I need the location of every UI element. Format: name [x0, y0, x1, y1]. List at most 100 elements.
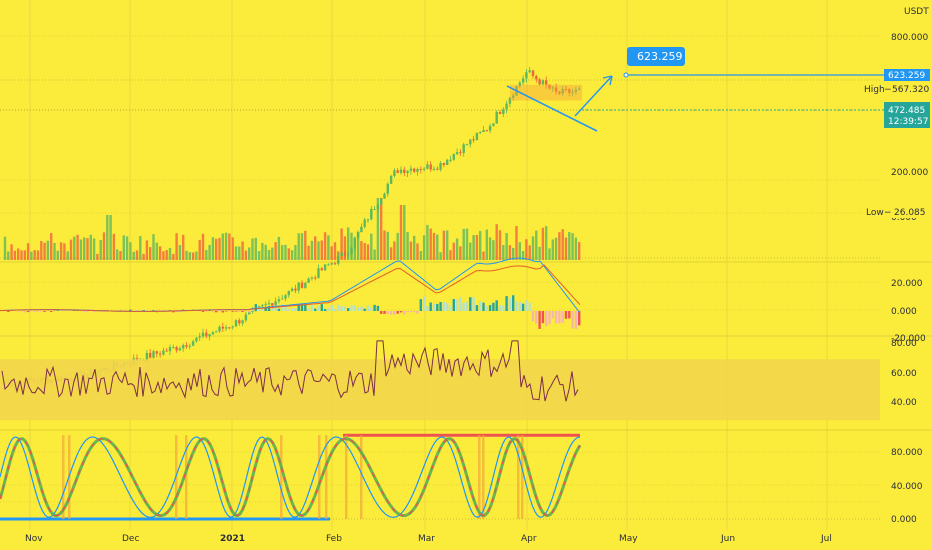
- volume-bar: [215, 238, 218, 260]
- macd-histogram-bar: [551, 311, 554, 319]
- volume-bar: [116, 249, 119, 260]
- macd-histogram-bar: [482, 302, 485, 311]
- volume-bar: [366, 244, 370, 260]
- volume-bar: [314, 236, 317, 260]
- candle-body: [165, 350, 168, 352]
- macd-histogram-bar: [574, 311, 578, 329]
- candle-body: [333, 263, 337, 265]
- macd-histogram-bar: [145, 309, 149, 311]
- candle-body: [327, 264, 330, 266]
- macd-histogram-bar: [419, 299, 422, 311]
- drawing-overlay[interactable]: [506, 72, 884, 132]
- volume-bar: [323, 232, 327, 260]
- macd-histogram-bar: [535, 311, 538, 324]
- rsi-tick-60: 60.00: [891, 369, 917, 379]
- macd-signal-line: [0, 264, 581, 312]
- macd-histogram-bar: [287, 308, 290, 311]
- stoch-signal-marker: [62, 435, 65, 519]
- candle-body: [366, 219, 370, 221]
- macd-histogram-bar: [304, 304, 307, 311]
- macd-histogram-bar: [515, 301, 518, 311]
- macd-histogram-bar: [142, 310, 145, 311]
- macd-histogram-bar: [502, 305, 505, 311]
- stoch-signal-marker: [185, 435, 188, 519]
- volume-bar: [92, 238, 96, 260]
- candle-body: [370, 208, 373, 220]
- macd-histogram-bar: [363, 308, 366, 311]
- macd-histogram-bar: [446, 303, 449, 311]
- candle-body: [465, 144, 469, 146]
- macd-histogram-bar: [119, 310, 122, 311]
- candle-body: [409, 168, 413, 171]
- candle-body: [551, 87, 554, 89]
- volume-bar: [86, 238, 89, 260]
- macd-histogram-bar: [568, 311, 571, 319]
- candle-body: [564, 89, 568, 91]
- candle-body: [485, 130, 488, 132]
- macd-histogram-bar: [139, 310, 142, 311]
- currency-label: USDT: [904, 7, 929, 17]
- volume-bar: [96, 253, 99, 260]
- macd-histogram-bar: [465, 301, 469, 311]
- volume-bar: [119, 251, 122, 260]
- macd-histogram-bar: [442, 302, 446, 311]
- candle-body: [287, 290, 290, 296]
- candle-body: [300, 282, 304, 289]
- macd-histogram-bar: [406, 311, 409, 313]
- stoch-tick-40: 40.000: [891, 482, 923, 492]
- volume-bar: [3, 236, 7, 260]
- volume-bar: [548, 248, 551, 260]
- high-tag-bg: [862, 83, 930, 95]
- macd-histogram-bar: [234, 311, 238, 312]
- macd-histogram-bar: [413, 311, 416, 313]
- volume-bar: [452, 242, 455, 260]
- volume-bar: [205, 249, 208, 260]
- volume-bar: [290, 250, 294, 260]
- volume-bar: [152, 234, 155, 260]
- volume-bar: [432, 232, 436, 260]
- volume-bar: [271, 247, 274, 260]
- candle-body: [267, 303, 271, 305]
- month-dec: Dec: [122, 534, 139, 544]
- volume-bar: [498, 230, 502, 260]
- volume-bar: [413, 235, 416, 260]
- volume-bar: [485, 229, 488, 260]
- candle-body: [304, 282, 307, 289]
- candle-body: [155, 351, 158, 354]
- volume-bar: [89, 234, 92, 260]
- macd-tick-neg20: -20.000: [891, 334, 926, 344]
- candle-body: [257, 306, 261, 308]
- volume-bar: [495, 224, 498, 260]
- candle-body: [343, 252, 347, 256]
- volume-bar: [135, 250, 139, 260]
- candle-body: [198, 336, 201, 338]
- volume-bar: [7, 251, 10, 260]
- candle-body: [439, 163, 442, 170]
- macd-histogram-bar: [231, 311, 234, 312]
- volume-bar: [188, 252, 191, 260]
- candle-body: [436, 168, 439, 170]
- candle-body: [554, 87, 558, 92]
- volume-bar: [73, 236, 76, 260]
- macd-histogram-bar: [323, 308, 327, 311]
- macd-histogram-bar: [83, 311, 86, 313]
- macd-histogram-bar: [152, 310, 155, 311]
- candle-body: [178, 348, 182, 351]
- candle-body: [574, 89, 578, 92]
- candle-body: [208, 334, 211, 337]
- candle-body: [271, 303, 274, 306]
- macd-histogram-bar: [512, 295, 515, 311]
- macd-histogram-bar: [452, 299, 455, 311]
- macd-histogram-bar: [564, 311, 568, 319]
- volume-bar: [551, 239, 554, 260]
- volume-bar: [132, 251, 135, 260]
- candle-body: [191, 341, 195, 346]
- candle-body: [376, 204, 380, 209]
- target-bubble[interactable]: [627, 47, 685, 66]
- volume-bar: [442, 230, 446, 260]
- candle-body: [215, 331, 218, 333]
- macd-histogram-bar: [337, 304, 340, 311]
- candle-body: [205, 332, 208, 337]
- volume-bar: [149, 247, 152, 260]
